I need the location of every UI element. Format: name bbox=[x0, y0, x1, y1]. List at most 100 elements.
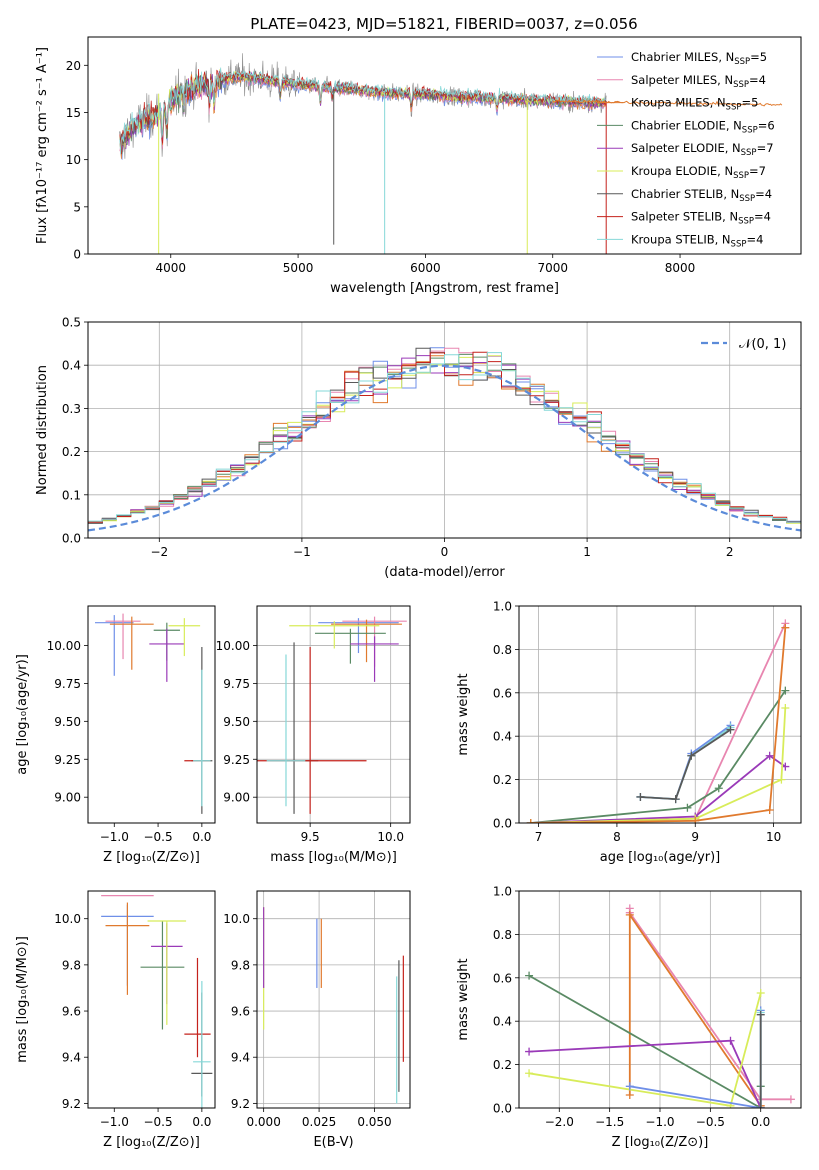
x-tick-label: 9.5 bbox=[301, 830, 320, 844]
errorbar-kroupa-elodie bbox=[289, 621, 380, 649]
x-tick-label: −0.5 bbox=[696, 1115, 725, 1129]
series-chabrier-stelib bbox=[756, 1010, 765, 1108]
series-line bbox=[640, 728, 731, 801]
y-tick-label: 0.0 bbox=[493, 1102, 512, 1116]
y-tick-label: 9.8 bbox=[62, 958, 81, 972]
series-marker bbox=[687, 751, 696, 760]
series-kroupa-miles bbox=[625, 910, 765, 1108]
y-tick-label: 1.0 bbox=[493, 600, 512, 614]
series-marker bbox=[756, 988, 765, 997]
x-tick-label: −2.0 bbox=[545, 1115, 574, 1129]
x-tick-label: −2 bbox=[150, 545, 168, 559]
series-kroupa-stelib bbox=[636, 723, 735, 804]
series-salpeter-miles bbox=[526, 619, 790, 823]
x-tick-label: −0.5 bbox=[143, 1115, 172, 1129]
histogram-kroupa-stelib bbox=[88, 352, 801, 526]
y-tick-label: 9.50 bbox=[223, 715, 250, 729]
plot-area bbox=[95, 613, 213, 814]
x-axis-label: Z [log₁₀(Z/Z⊙)] bbox=[103, 850, 200, 865]
axes-frame bbox=[87, 36, 802, 255]
panel-weight_vs_age: 7 8 9 10 0.0 0.2 0.4 0.6 0.8 1.0 age [log₁₀(age/yr… bbox=[456, 600, 802, 865]
series-kroupa-elodie bbox=[525, 988, 765, 1108]
axes-frame bbox=[518, 890, 802, 1109]
plot-area bbox=[119, 53, 783, 254]
errorbar-chabrier-elodie bbox=[314, 628, 386, 664]
series-marker bbox=[625, 910, 634, 919]
series-marker bbox=[756, 1010, 765, 1019]
series-chabrier-elodie bbox=[525, 971, 765, 1108]
series-line bbox=[628, 911, 762, 1107]
y-tick-label: 0.0 bbox=[493, 817, 512, 831]
x-axis-label: Z [log₁₀(Z/Z⊙)] bbox=[612, 1135, 709, 1150]
series-line bbox=[530, 754, 786, 823]
y-tick-label: 9.75 bbox=[54, 677, 81, 691]
histogram-salpeter-stelib bbox=[88, 351, 801, 526]
y-tick-label: 9.25 bbox=[223, 753, 250, 767]
y-axis-label: mass weight bbox=[456, 673, 471, 755]
legend-label: Salpeter MILES, NSSP=4 bbox=[631, 73, 766, 90]
errorbar-chabrier-miles bbox=[318, 618, 399, 654]
series-marker bbox=[671, 795, 680, 804]
legend-label: Kroupa ELODIE, NSSP=7 bbox=[631, 164, 766, 181]
x-tick-label: 10 bbox=[766, 830, 781, 844]
y-tick-label: 0.8 bbox=[493, 928, 512, 942]
legend-label: Chabrier STELIB, NSSP=4 bbox=[631, 187, 772, 204]
y-tick-label: 0.3 bbox=[62, 402, 81, 416]
y-tick-label: 9.2 bbox=[62, 1097, 81, 1111]
legend-label: Kroupa MILES, NSSP=5 bbox=[631, 96, 758, 113]
y-tick-label: 9.75 bbox=[223, 677, 250, 691]
model-spectrum-salpeter-elodie bbox=[119, 71, 606, 152]
y-tick-label: 0.2 bbox=[62, 445, 81, 459]
errorbar-kroupa-miles bbox=[109, 616, 154, 670]
errorbar-kroupa-elodie bbox=[168, 618, 201, 657]
series-marker bbox=[625, 1082, 634, 1091]
y-tick-label: 0 bbox=[73, 248, 81, 262]
series-marker bbox=[726, 1036, 735, 1045]
series-marker bbox=[525, 971, 534, 980]
x-tick-label: 0 bbox=[441, 545, 449, 559]
model-spectrum-chabrier-stelib bbox=[119, 70, 607, 147]
legend-label: Salpeter ELODIE, NSSP=7 bbox=[631, 141, 774, 158]
plot-area bbox=[257, 616, 407, 814]
legend-label: Kroupa STELIB, NSSP=4 bbox=[631, 232, 763, 249]
observed-spectrum-line bbox=[119, 53, 607, 159]
y-tick-label: 15 bbox=[66, 106, 81, 120]
series-line bbox=[530, 707, 787, 823]
y-tick-label: 20 bbox=[66, 59, 81, 73]
x-tick-label: −1.0 bbox=[100, 830, 129, 844]
y-tick-label: 10.00 bbox=[47, 639, 81, 653]
model-spectrum-kroupa-stelib bbox=[119, 67, 606, 155]
axes-frame bbox=[87, 605, 216, 824]
figure-title: PLATE=0423, MJD=51821, FIBERID=0037, z=0… bbox=[250, 15, 637, 33]
x-tick-label: 2 bbox=[726, 545, 734, 559]
errorbar-salpeter-miles bbox=[105, 613, 141, 660]
errorbar-chabrier-elodie bbox=[140, 921, 185, 1030]
y-axis-label: Flux [fλ10⁻¹⁷ erg cm⁻² s⁻¹ A⁻¹] bbox=[35, 47, 50, 244]
x-tick-label: 0.0 bbox=[192, 1115, 211, 1129]
series-marker bbox=[765, 751, 774, 760]
panel-mass_vs_z: −1.0 −0.5 0.0 9.2 9.4 9.6 9.8 10.0 Z [log₁₀(Z/Z⊙… bbox=[15, 890, 216, 1150]
axes-frame bbox=[518, 605, 802, 824]
y-tick-label: 0.6 bbox=[493, 686, 512, 700]
panel-spectrum: 4000 5000 6000 7000 8000 0 5 10 15 20 wavelength [… bbox=[35, 36, 802, 296]
axes-frame bbox=[87, 890, 216, 1109]
x-axis-label: wavelength [Angstrom, rest frame] bbox=[330, 281, 559, 296]
series-marker bbox=[781, 686, 790, 695]
legend-label: Chabrier MILES, NSSP=5 bbox=[631, 50, 767, 67]
axes-frame bbox=[256, 890, 411, 1109]
series-marker bbox=[526, 819, 535, 823]
x-tick-label: −1 bbox=[293, 545, 311, 559]
y-tick-label: 9.2 bbox=[231, 1097, 250, 1111]
y-tick-label: 0.0 bbox=[62, 532, 81, 546]
plot-area bbox=[88, 347, 801, 532]
errorbar-kroupa-miles bbox=[331, 619, 402, 663]
series-salpeter-elodie bbox=[525, 1036, 765, 1108]
y-tick-label: 9.00 bbox=[223, 791, 250, 805]
y-tick-label: 9.25 bbox=[54, 753, 81, 767]
x-tick-label: 6000 bbox=[410, 261, 441, 275]
y-tick-label: 0.2 bbox=[493, 1058, 512, 1072]
y-tick-label: 0.4 bbox=[493, 1015, 512, 1029]
y-tick-label: 9.6 bbox=[62, 1005, 81, 1019]
x-tick-label: 8 bbox=[613, 830, 621, 844]
